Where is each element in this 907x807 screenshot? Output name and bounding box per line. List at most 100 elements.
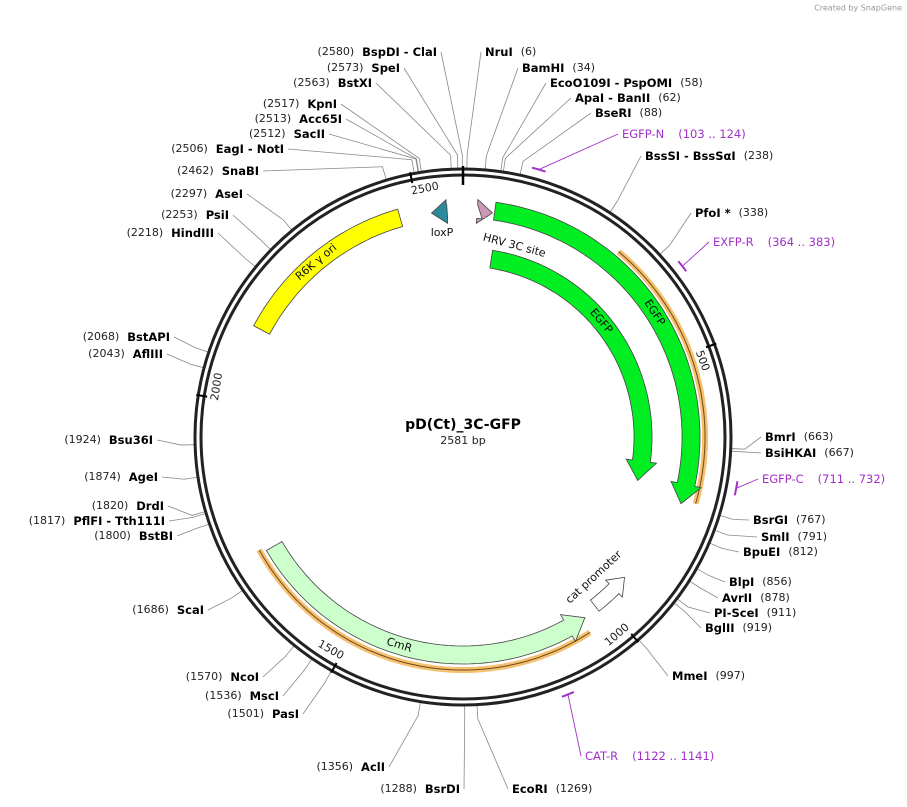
primer-label: EGFP-C (711 .. 732) — [762, 472, 885, 486]
enzyme-line — [730, 436, 762, 450]
enzyme-line — [161, 476, 199, 480]
enzyme-name: MscI — [250, 689, 279, 703]
enzyme-label: PI-SceI (911) — [714, 606, 796, 620]
primer-line — [538, 133, 619, 170]
enzyme-site: (911) — [767, 606, 797, 619]
ring-tick-label: 1000 — [602, 621, 632, 649]
enzyme-line — [167, 505, 206, 516]
primer-range: (1122 .. 1141) — [632, 749, 714, 763]
enzyme-site: (997) — [716, 669, 746, 682]
enzyme-site: (34) — [572, 61, 595, 74]
enzyme-site: (1686) — [132, 603, 169, 616]
enzyme-label: (2580) BspDI - ClaI — [318, 45, 437, 59]
ring-tick — [409, 172, 414, 184]
enzyme-line — [176, 523, 210, 537]
enzyme-name: BsiHKAI — [765, 446, 816, 460]
enzyme-label: (2068) BstAPI — [83, 330, 170, 344]
enzyme-label: (1288) BsrDI — [380, 782, 460, 796]
enzyme-site: (919) — [743, 621, 773, 634]
enzyme-label: (2253) PsiI — [161, 208, 229, 222]
enzyme-line — [714, 529, 758, 538]
enzyme-line — [388, 701, 421, 768]
ring-tick — [705, 342, 717, 349]
enzyme-label: BglII (919) — [705, 621, 772, 635]
primer-label: EXFP-R (364 .. 383) — [713, 235, 835, 249]
enzyme-site: (2218) — [127, 226, 164, 239]
enzyme-label: ApaI - BanII (62) — [575, 91, 681, 105]
enzyme-name: SpeI — [371, 61, 400, 75]
enzyme-site: (663) — [804, 430, 834, 443]
enzyme-name: BglII — [705, 621, 735, 635]
enzyme-name: BlpI — [729, 575, 754, 589]
primer-line — [567, 694, 582, 757]
enzyme-name: PflFI - Tth111I — [73, 514, 165, 528]
feature-arrow — [493, 201, 702, 505]
feature-label: loxP — [431, 226, 454, 239]
enzyme-site: (667) — [824, 446, 854, 459]
enzyme-label: EcoRI (1269) — [512, 782, 592, 796]
credit: Created by SnapGene — [814, 4, 902, 13]
enzyme-label: AvrII (878) — [722, 591, 790, 605]
enzyme-label: (1924) Bsu36I — [64, 433, 153, 447]
enzyme-line — [287, 148, 415, 174]
enzyme-site: (58) — [680, 76, 703, 89]
enzyme-name: SacII — [294, 127, 325, 141]
enzyme-line — [500, 82, 547, 172]
enzyme-site: (2580) — [318, 45, 355, 58]
enzyme-label: (1800) BstBI — [94, 529, 173, 543]
ring-tick — [630, 633, 640, 643]
ring-tick-label: 1500 — [316, 637, 347, 662]
enzyme-line — [246, 193, 293, 231]
plasmid-length: 2581 bp — [440, 434, 485, 447]
enzyme-site: (767) — [796, 513, 826, 526]
enzyme-label: BamHI (34) — [522, 61, 595, 75]
enzyme-name: SnaBI — [222, 164, 259, 178]
enzyme-site: (88) — [640, 106, 663, 119]
enzyme-line — [659, 212, 692, 256]
enzyme-label: BsrGI (767) — [753, 513, 826, 527]
enzyme-label: PfoI * (338) — [695, 206, 768, 220]
highlight-line — [258, 549, 591, 671]
enzyme-site: (2506) — [171, 142, 208, 155]
feature-arrow — [253, 208, 404, 335]
enzyme-name: AseI — [215, 187, 243, 201]
enzyme-label: BseRI (88) — [595, 106, 662, 120]
enzyme-name: ScaI — [177, 603, 204, 617]
enzyme-site: (2068) — [83, 330, 120, 343]
enzyme-site: (2513) — [255, 112, 292, 125]
enzyme-line — [609, 155, 642, 213]
enzyme-name: EagI - NotI — [216, 142, 284, 156]
enzyme-name: AflIII — [133, 347, 163, 361]
enzyme-line — [166, 353, 205, 369]
enzyme-name: PsiI — [206, 208, 229, 222]
enzyme-name: PfoI * — [695, 206, 731, 220]
enzyme-site: (1924) — [64, 433, 101, 446]
enzyme-name: BstAPI — [127, 330, 170, 344]
enzyme-label: MmeI (997) — [672, 669, 745, 683]
enzyme-site: (1501) — [227, 707, 264, 720]
enzyme-name: SmlI — [761, 530, 790, 544]
enzyme-label: (2512) SacII — [249, 127, 325, 141]
enzyme-line — [719, 514, 750, 521]
enzyme-site: (2297) — [171, 187, 208, 200]
enzyme-name: BspDI - ClaI — [362, 45, 437, 59]
enzyme-site: (1817) — [29, 514, 66, 527]
ring-tick — [330, 662, 338, 674]
enzyme-line — [345, 118, 420, 173]
enzyme-site: (6) — [521, 45, 537, 58]
enzyme-site: (1820) — [92, 499, 129, 512]
enzyme-name: EcoRI — [512, 782, 548, 796]
enzyme-line — [638, 639, 669, 677]
primer-name: EGFP-C — [762, 472, 804, 486]
enzyme-label: BssSI - BssSαI (238) — [645, 149, 773, 163]
enzyme-line — [709, 542, 740, 553]
enzyme-label: (1501) PasI — [227, 707, 299, 721]
enzyme-line — [262, 645, 295, 678]
primer-range: (364 .. 383) — [768, 235, 836, 249]
enzyme-line — [676, 598, 711, 614]
enzyme-line — [463, 704, 466, 790]
enzyme-line — [328, 133, 419, 173]
enzyme-line — [673, 602, 702, 629]
enzyme-name: NruI — [485, 45, 513, 59]
enzyme-name: PasI — [272, 707, 299, 721]
